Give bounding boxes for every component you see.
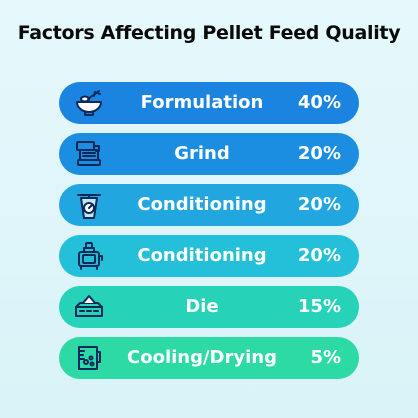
factor-label: Die — [185, 296, 219, 317]
factor-percentage: 15% — [297, 296, 341, 317]
factor-percentage: 5% — [310, 347, 341, 368]
factor-row-grind: Grind 20% — [59, 133, 359, 175]
factor-label: Grind — [174, 143, 230, 164]
factor-percentage: 20% — [297, 245, 341, 266]
chart-title: Factors Affecting Pellet Feed Quality — [17, 22, 401, 44]
grinder-machine-icon — [73, 138, 105, 170]
measuring-cup-icon — [73, 342, 105, 374]
factor-row-formulation: Formulation 40% — [59, 82, 359, 124]
factor-row-conditioning: Conditioning 20% — [59, 184, 359, 226]
factor-percentage: 20% — [297, 194, 341, 215]
pellet-mill-icon — [73, 240, 105, 272]
scale-icon — [73, 189, 105, 221]
factor-percentage: 40% — [297, 92, 341, 113]
factor-row-cooling-drying: Cooling/Drying 5% — [59, 337, 359, 379]
mixing-bowl-icon — [73, 87, 105, 119]
factor-row-conditioning-2: Conditioning 20% — [59, 235, 359, 277]
factor-label: Conditioning — [137, 245, 267, 266]
factor-percentage: 20% — [297, 143, 341, 164]
factor-label: Formulation — [140, 92, 264, 113]
die-icon — [73, 291, 105, 323]
factor-label: Cooling/Drying — [127, 347, 277, 368]
factor-row-die: Die 15% — [59, 286, 359, 328]
factor-label: Conditioning — [137, 194, 267, 215]
